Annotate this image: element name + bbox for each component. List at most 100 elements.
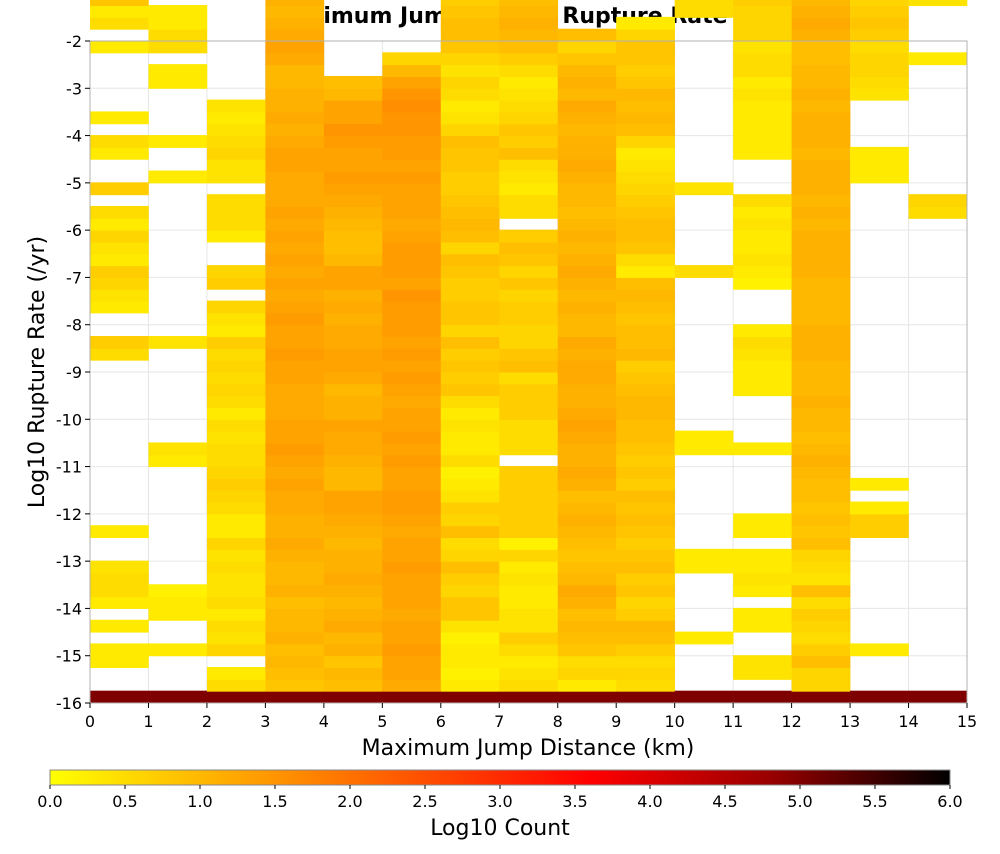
heatmap-cell: [90, 16, 149, 30]
heatmap-cell: [674, 0, 734, 7]
colorbar-tick-label: 2.5: [412, 792, 437, 811]
heatmap-cell: [791, 537, 851, 550]
heatmap-cell: [382, 466, 442, 479]
heatmap-cell: [616, 241, 675, 255]
heatmap-cell: [382, 241, 442, 255]
heatmap-cell: [791, 572, 851, 586]
heatmap-cell: [440, 300, 500, 314]
heatmap-cell: [557, 643, 617, 657]
heatmap-cell: [557, 111, 617, 125]
heatmap-cell: [791, 28, 851, 42]
heatmap-cell: [616, 170, 675, 184]
heatmap-cell: [499, 513, 559, 527]
heatmap-cell: [791, 584, 851, 598]
heatmap-cell: [499, 690, 559, 704]
x-tick-label: 14: [898, 712, 918, 731]
heatmap-cell: [440, 406, 500, 420]
heatmap-cell: [382, 64, 442, 77]
heatmap-cell: [323, 158, 383, 172]
heatmap-cell: [382, 194, 442, 207]
heatmap-cell: [323, 111, 383, 125]
heatmap-cell: [557, 430, 617, 444]
x-tick-label: 12: [781, 712, 801, 731]
heatmap-cell: [90, 596, 149, 609]
heatmap-cell: [733, 607, 792, 621]
heatmap-cell: [733, 16, 792, 30]
heatmap-cell: [440, 16, 500, 30]
heatmap-cell: [265, 312, 325, 326]
heatmap-cell: [499, 312, 559, 326]
heatmap-cell: [206, 395, 266, 408]
heatmap-cell: [382, 300, 442, 314]
heatmap-cell: [791, 217, 851, 231]
colorbar-tick-label: 4.0: [637, 792, 662, 811]
heatmap-cell: [206, 513, 266, 527]
y-tick-label: -9: [66, 363, 82, 382]
heatmap-cell: [850, 64, 909, 77]
heatmap-cell: [791, 206, 851, 219]
x-tick-label: 5: [377, 712, 387, 731]
heatmap-cell: [265, 454, 325, 468]
heatmap-cell: [791, 0, 851, 7]
heatmap-cell: [557, 489, 617, 503]
heatmap-cell: [265, 64, 325, 77]
heatmap-cell: [616, 678, 675, 692]
heatmap-cell: [265, 383, 325, 397]
heatmap-cell: [323, 430, 383, 444]
x-tick-label: 10: [664, 712, 684, 731]
heatmap-cell: [733, 0, 792, 7]
heatmap-cell: [90, 300, 149, 314]
heatmap-cell: [616, 52, 675, 66]
heatmap-cell: [557, 418, 617, 432]
heatmap-cell: [323, 371, 383, 385]
heatmap-cell: [616, 466, 675, 479]
heatmap-cell: [850, 75, 909, 89]
heatmap-cell: [323, 607, 383, 621]
heatmap-cell: [557, 667, 617, 680]
heatmap-cell: [323, 525, 383, 538]
colorbar-label: Log10 Count: [430, 816, 570, 841]
heatmap-cell: [440, 655, 500, 669]
x-tick-label: 9: [611, 712, 621, 731]
heatmap-cell: [265, 229, 325, 243]
y-tick-label: -7: [66, 268, 82, 287]
heatmap-cell: [265, 537, 325, 550]
heatmap-cell: [265, 347, 325, 361]
heatmap-cell: [616, 655, 675, 669]
heatmap-cell: [733, 99, 792, 113]
heatmap-cell: [148, 336, 208, 349]
heatmap-cell: [382, 489, 442, 503]
heatmap-cell: [440, 217, 500, 231]
heatmap-cell: [499, 596, 559, 609]
heatmap-cell: [557, 442, 617, 456]
heatmap-cell: [557, 678, 617, 692]
heatmap-cell: [323, 241, 383, 255]
heatmap-cell: [382, 430, 442, 444]
heatmap-cell: [206, 525, 266, 538]
heatmap-cell: [733, 667, 792, 680]
heatmap-cell: [499, 466, 559, 479]
heatmap-cell: [206, 194, 266, 207]
heatmap-cell: [382, 572, 442, 586]
heatmap-cell: [557, 288, 617, 302]
heatmap-cell: [499, 99, 559, 113]
heatmap-cell: [674, 690, 734, 704]
heatmap-cell: [499, 336, 559, 349]
heatmap-cell: [616, 135, 675, 148]
heatmap-cell: [206, 312, 266, 326]
heatmap-cell: [616, 596, 675, 609]
heatmap-cell: [382, 123, 442, 137]
heatmap-cell: [323, 643, 383, 657]
heatmap-cell: [265, 406, 325, 420]
heatmap-cell: [382, 75, 442, 89]
heatmap-cell: [733, 655, 792, 669]
heatmap-cell: [206, 229, 266, 243]
heatmap-cell: [674, 548, 734, 562]
heatmap-cell: [382, 643, 442, 657]
heatmap-cell: [557, 655, 617, 669]
heatmap-cell: [850, 477, 909, 491]
heatmap-cell: [206, 359, 266, 373]
heatmap-cell: [733, 217, 792, 231]
heatmap-cell: [382, 347, 442, 361]
heatmap-cell: [382, 288, 442, 302]
